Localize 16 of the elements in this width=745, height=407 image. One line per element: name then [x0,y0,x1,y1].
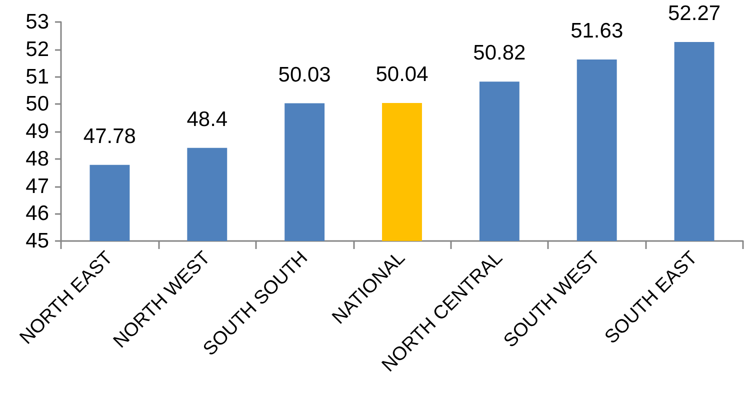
data-label: 51.63 [570,20,624,43]
y-tick-label: 48 [26,147,49,170]
data-label: 47.78 [83,124,136,148]
y-tick-label: 50 [26,92,49,116]
data-label: 48.4 [186,108,228,131]
y-tick-label: 52 [26,38,49,61]
data-label: 52.27 [668,2,721,25]
y-tick-label: 49 [26,120,49,143]
data-label: 50.04 [376,63,429,86]
y-tick-label: 51 [26,65,49,88]
y-tick-label: 45 [26,230,49,252]
y-tick-label: 53 [26,10,49,34]
y-tick-label: 47 [26,174,49,198]
data-label: 50.03 [278,63,331,86]
data-label: 50.82 [473,42,526,65]
y-tick-label: 46 [26,202,49,226]
